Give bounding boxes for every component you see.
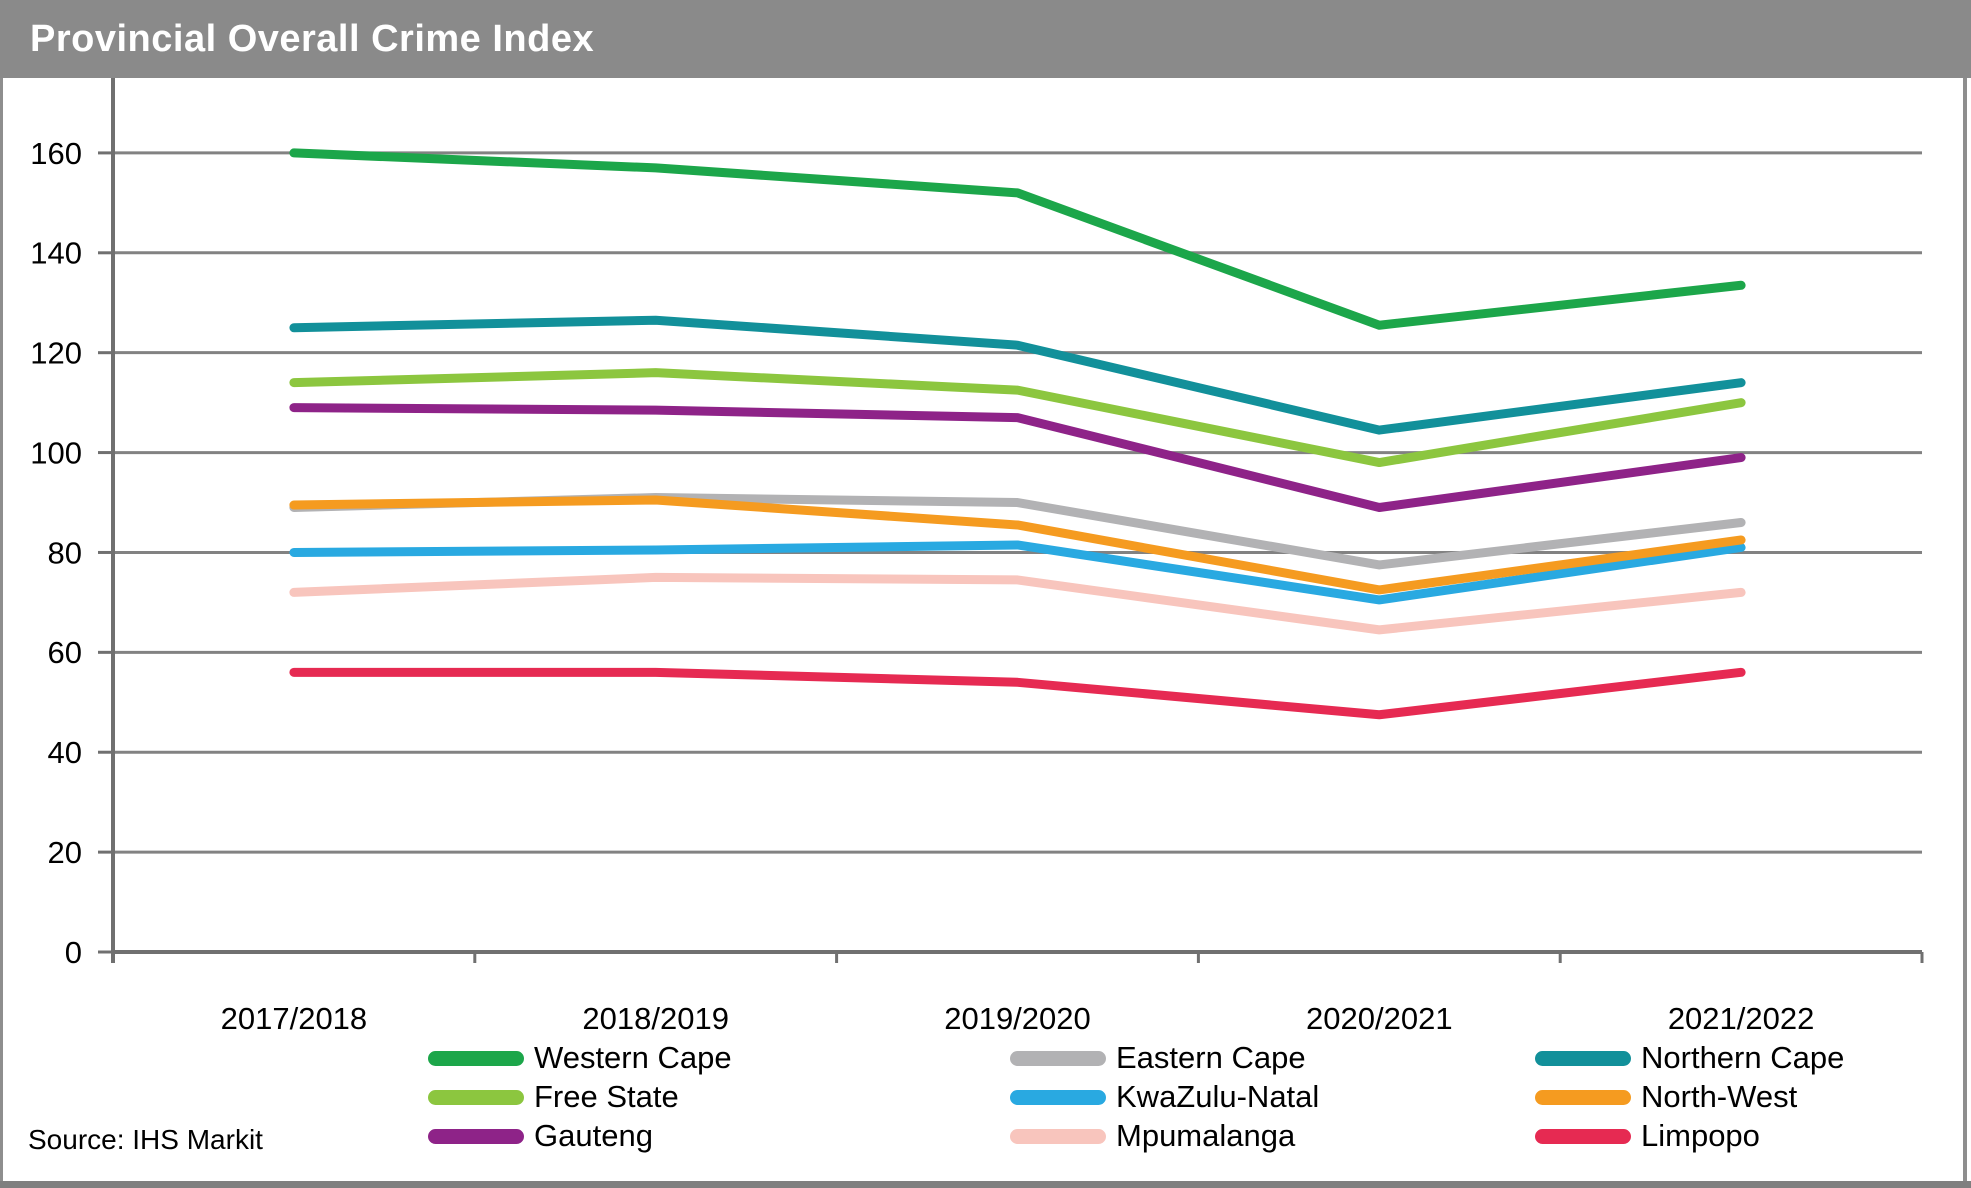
y-tick-label-60: 60 xyxy=(48,635,82,670)
border-bottom xyxy=(0,1181,1971,1188)
x-tick-label-2021-2022: 2021/2022 xyxy=(1668,1001,1815,1036)
y-tick-label-0: 0 xyxy=(65,935,82,970)
series-line-limpopo xyxy=(289,667,1746,720)
x-tick-label-2017-2018: 2017/2018 xyxy=(221,1001,368,1036)
series-line-free-state xyxy=(289,368,1746,468)
y-tick-label-160: 160 xyxy=(30,136,82,171)
x-tick-label-2020-2021: 2020/2021 xyxy=(1306,1001,1453,1036)
y-tick-label-100: 100 xyxy=(30,435,82,470)
series-line-northern-cape xyxy=(289,315,1746,435)
y-tick-label-80: 80 xyxy=(48,535,82,570)
series-line-western-cape xyxy=(289,148,1746,330)
series-line-north-west xyxy=(289,495,1746,595)
title-bar: Provincial Overall Crime Index xyxy=(0,0,1971,78)
y-tick-label-20: 20 xyxy=(48,835,82,870)
y-tick-label-40: 40 xyxy=(48,735,82,770)
series-line-gauteng xyxy=(289,403,1746,513)
chart-title: Provincial Overall Crime Index xyxy=(30,17,595,60)
x-tick-label-2018-2019: 2018/2019 xyxy=(582,1001,729,1036)
x-tick-label-2019-2020: 2019/2020 xyxy=(944,1001,1091,1036)
y-tick-label-140: 140 xyxy=(30,236,82,271)
source-note: Source: IHS Markit xyxy=(28,1124,263,1155)
y-tick-label-120: 120 xyxy=(30,336,82,371)
series-line-mpumalanga xyxy=(289,572,1746,635)
series-line-kwazulu-natal xyxy=(289,540,1746,605)
